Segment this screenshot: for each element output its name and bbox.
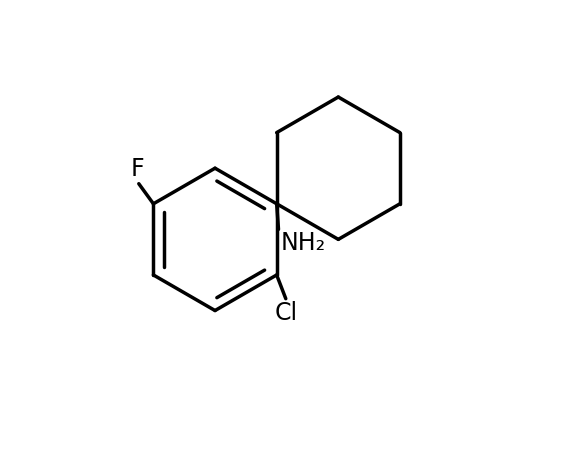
Text: NH₂: NH₂ [280,231,325,255]
Text: F: F [130,157,144,181]
Text: Cl: Cl [274,301,297,325]
